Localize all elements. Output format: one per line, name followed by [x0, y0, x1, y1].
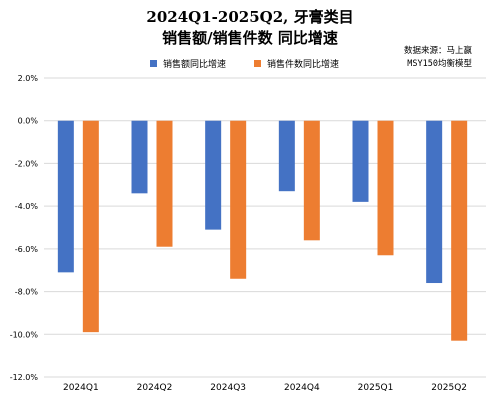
x-tick-label: 2024Q2	[137, 383, 173, 393]
bar-series1	[426, 120, 443, 284]
legend-item-series1: 销售额同比增速	[150, 57, 226, 70]
y-tick-label: -8.0%	[15, 288, 39, 297]
legend-label-series1: 销售额同比增速	[163, 60, 227, 70]
y-tick-label: 2.0%	[18, 74, 39, 83]
y-tick-label: -4.0%	[15, 202, 39, 211]
bar-series1	[131, 120, 148, 194]
bar-series1	[57, 120, 74, 273]
legend-swatch-series1	[150, 60, 157, 67]
bar-series2	[156, 120, 173, 247]
chart-title-line1: 2024Q1-2025Q2, 牙膏类目	[146, 8, 354, 26]
bar-series2	[82, 120, 99, 333]
x-tick-label: 2025Q2	[431, 383, 467, 393]
y-tick-label: 0.0%	[18, 117, 39, 126]
legend-label-series2: 销售件数同比增速	[267, 60, 340, 70]
source-label: 数据来源：马上赢	[403, 46, 472, 56]
x-tick-label: 2024Q3	[210, 383, 246, 393]
bar-series1	[205, 120, 222, 230]
chart-title-line2: 销售额/销售件数 同比增速	[162, 29, 338, 47]
bar-series2	[230, 120, 247, 279]
x-tick-label: 2025Q1	[358, 383, 394, 393]
y-tick-label: -6.0%	[15, 245, 39, 254]
bar-series2	[377, 120, 394, 256]
y-tick-label: -2.0%	[15, 159, 39, 168]
x-tick-label: 2024Q1	[63, 383, 99, 393]
bar-series1	[278, 120, 295, 192]
legend: 销售额同比增速 销售件数同比增速	[150, 57, 339, 70]
y-tick-label: -10.0%	[10, 330, 39, 339]
x-tick-label: 2024Q4	[284, 383, 320, 393]
model-label: MSY150均衡模型	[407, 59, 472, 69]
bar-series2	[451, 120, 468, 341]
bar-series2	[303, 120, 320, 241]
y-tick-label: -12.0%	[10, 373, 39, 382]
legend-swatch-series2	[254, 60, 262, 67]
legend-item-series2: 销售件数同比增速	[254, 57, 339, 70]
bar-series1	[352, 120, 369, 202]
